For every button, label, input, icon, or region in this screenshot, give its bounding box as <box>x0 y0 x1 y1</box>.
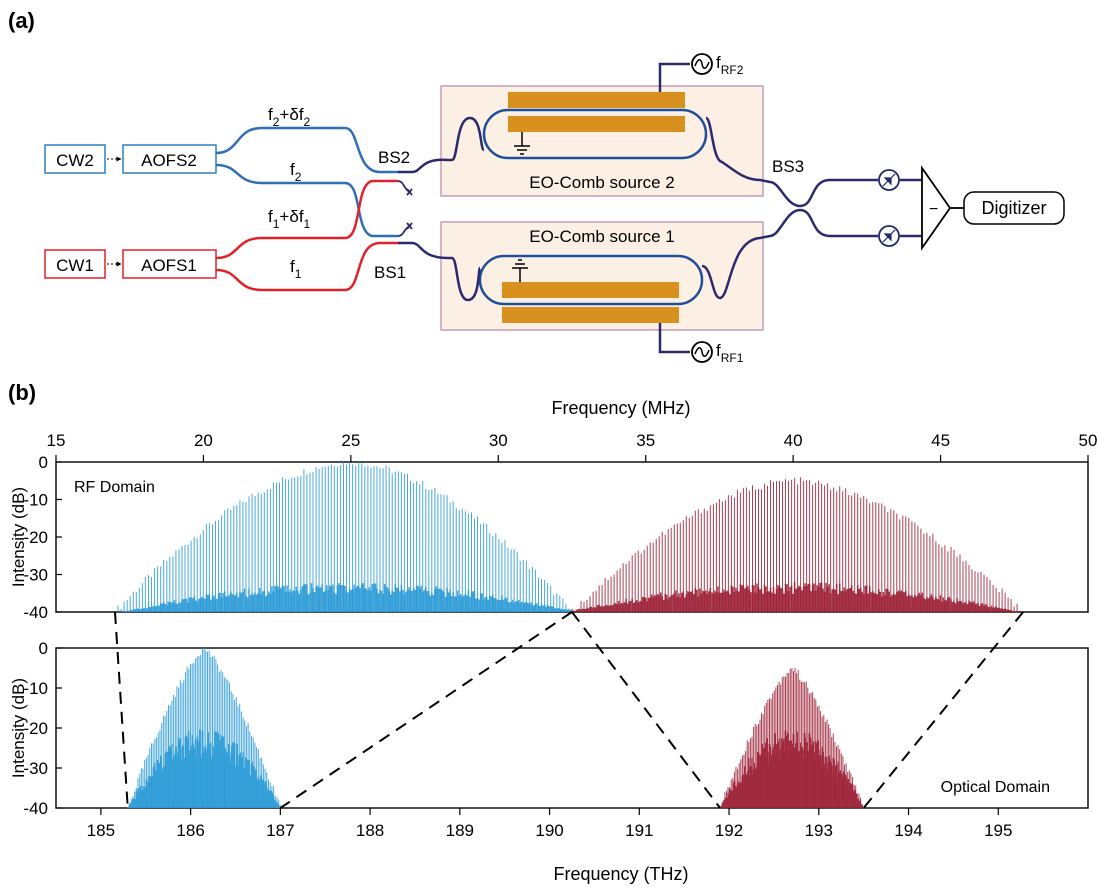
electrode-bottom-2 <box>508 116 685 132</box>
upper-arm2-label: f2+δf2 <box>268 105 311 129</box>
photodetector-1-icon <box>878 169 900 191</box>
red-fiber-paths <box>215 179 398 292</box>
mapping-dashed-line-2 <box>571 611 721 809</box>
red-upper-arm <box>215 179 398 260</box>
x-tick-label-1-4: 189 <box>446 821 474 840</box>
x-tick-label-1-7: 192 <box>715 821 743 840</box>
mapping-dashed-line-3 <box>862 611 1024 809</box>
cw2-label: CW2 <box>56 151 94 170</box>
rf1-label: fRF1 <box>716 341 744 365</box>
blue-lower-arm <box>215 163 398 238</box>
x-tick-label-0-6: 45 <box>931 431 950 450</box>
x-tick-label-1-6: 191 <box>625 821 653 840</box>
lower-arm2-label: f2 <box>290 160 302 184</box>
y-tick-label-1-0: 0 <box>39 639 48 658</box>
x-tick-label-1-0: 185 <box>87 821 115 840</box>
ground-icon-1 <box>512 259 528 282</box>
x-tick-label-0-2: 25 <box>341 431 360 450</box>
spectrum-charts: 15 20 25 30 35 40 45 50 0 -10 -20 -30 -40 Intensity (… <box>9 431 1097 840</box>
y-tick-label-0-1: -10 <box>23 491 48 510</box>
y-tick-label-1-2: -20 <box>23 719 48 738</box>
spectrum-lines-0-1 <box>571 477 1021 612</box>
unused-port-bs2 <box>397 180 413 196</box>
unused-port-bs1 <box>397 222 413 237</box>
rf-xlabel: Frequency (MHz) <box>551 398 690 418</box>
domain-label-1: Optical Domain <box>941 779 1050 796</box>
x-tick-label-0-0: 15 <box>47 431 66 450</box>
x-tick-label-1-1: 186 <box>176 821 204 840</box>
domain-label-0: RF Domain <box>74 479 155 496</box>
x-tick-label-1-9: 194 <box>894 821 922 840</box>
y-tick-label-1-1: -10 <box>23 679 48 698</box>
blue-upper-arm <box>215 126 398 174</box>
x-tick-label-0-4: 35 <box>636 431 655 450</box>
aofs2-label: AOFS2 <box>141 151 197 170</box>
electrode-top-2 <box>508 92 685 108</box>
x-tick-label-1-5: 190 <box>535 821 563 840</box>
bs1-label: BS1 <box>374 263 406 282</box>
digitizer-label: Digitizer <box>981 198 1046 218</box>
x-tick-label-0-5: 40 <box>784 431 803 450</box>
y-tick-label-1-4: -40 <box>23 799 48 818</box>
y-axis-label-0: Intensity (dB) <box>9 487 28 587</box>
cw1-box: CW1 <box>44 249 106 279</box>
spectrum-floor-0-0 <box>121 583 573 612</box>
y-axis-label-1: Intensity (dB) <box>9 678 28 778</box>
x-tick-label-1-3: 188 <box>356 821 384 840</box>
spectrum-floor-1-0 <box>127 729 281 808</box>
x-tick-label-1-10: 195 <box>984 821 1012 840</box>
bs2-label: BS2 <box>378 148 410 167</box>
aofs1-label: AOFS1 <box>141 256 197 275</box>
spectrum-lines-0-0 <box>117 462 573 612</box>
digitizer-box: Digitizer <box>963 191 1065 225</box>
differential-amplifier-icon <box>921 165 952 251</box>
y-tick-label-1-3: -30 <box>23 759 48 778</box>
y-tick-label-0-3: -30 <box>23 566 48 585</box>
x-tick-label-1-8: 193 <box>805 821 833 840</box>
eo-comb-source-2-label: EO-Comb source 2 <box>529 173 675 192</box>
spectrum-floor-0-1 <box>571 582 1018 612</box>
bus-waveguides <box>398 62 922 354</box>
eo-comb-source-1-label: EO-Comb source 1 <box>529 227 675 246</box>
mapping-dashed-line-0 <box>113 611 129 809</box>
rf1-source: fRF1 <box>691 341 744 365</box>
upper-arm1-label: f1+δf1 <box>268 207 311 231</box>
mapping-dashed-line-1 <box>279 611 573 809</box>
panel-a-label: (a) <box>8 8 35 33</box>
spectrum-floor-1-1 <box>720 730 864 808</box>
rf2-label: fRF2 <box>716 53 744 77</box>
panel-b-label: (b) <box>8 380 36 405</box>
x-tick-label-0-1: 20 <box>194 431 213 450</box>
y-tick-label-0-4: -40 <box>23 603 48 622</box>
red-lower-arm <box>215 241 398 292</box>
x-tick-label-0-7: 50 <box>1079 431 1098 450</box>
cw2-box: CW2 <box>44 144 106 174</box>
photodetector-2-icon <box>878 225 900 247</box>
rf2-source: fRF2 <box>691 53 744 77</box>
aofs1-box: AOFS1 <box>122 249 217 279</box>
ring-resonator-1 <box>478 254 704 306</box>
aofs2-box: AOFS2 <box>122 144 217 174</box>
y-tick-label-0-0: 0 <box>39 453 48 472</box>
ground-icon-2 <box>514 132 530 155</box>
x-tick-label-0-3: 30 <box>489 431 508 450</box>
electrode-top-1 <box>502 282 679 298</box>
lower-arm1-label: f1 <box>290 257 302 281</box>
optical-xlabel: Frequency (THz) <box>553 864 688 884</box>
ring-resonator-2 <box>482 108 708 160</box>
amplifier-minus: − <box>929 201 938 218</box>
electrode-bottom-1 <box>502 307 679 323</box>
x-tick-label-1-2: 187 <box>266 821 294 840</box>
blue-fiber-paths <box>215 126 398 238</box>
bs3-label: BS3 <box>772 157 804 176</box>
cw1-label: CW1 <box>56 256 94 275</box>
y-tick-label-0-2: -20 <box>23 528 48 547</box>
